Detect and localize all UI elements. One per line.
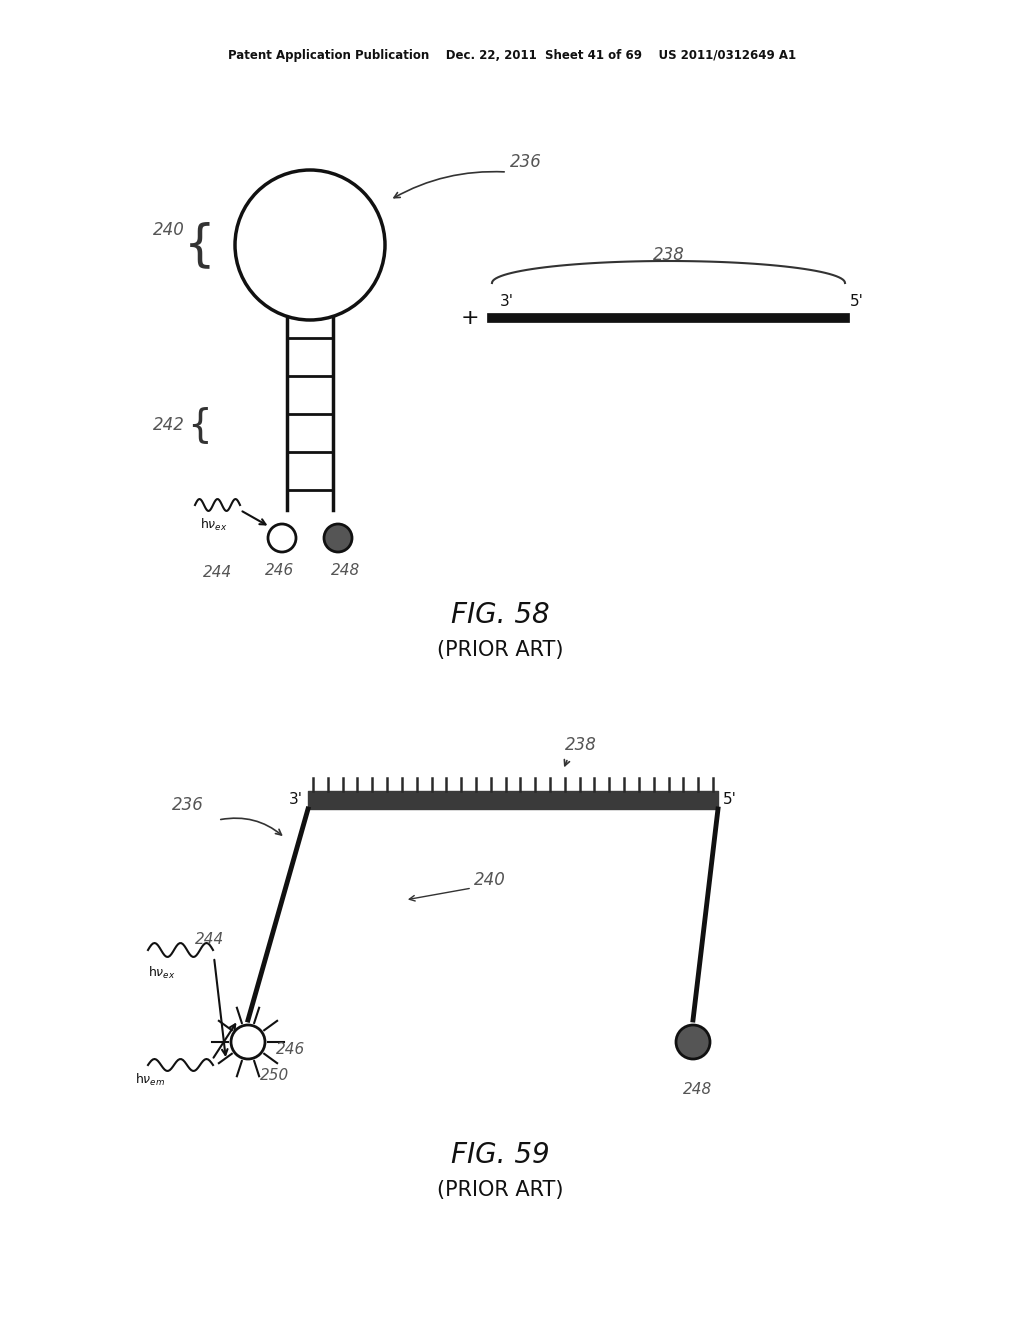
Text: {: { [187,407,212,444]
Text: 5': 5' [850,294,864,309]
Text: (PRIOR ART): (PRIOR ART) [437,640,563,660]
Text: FIG. 58: FIG. 58 [451,601,549,630]
Text: 244: 244 [204,565,232,579]
Text: 5': 5' [723,792,737,808]
Text: 3': 3' [500,294,514,309]
Text: 250: 250 [260,1068,289,1082]
Text: FIG. 59: FIG. 59 [451,1140,549,1170]
Text: 3': 3' [289,792,303,808]
Text: 246: 246 [265,564,295,578]
Text: +: + [461,308,479,327]
Text: h$\nu_{em}$: h$\nu_{em}$ [135,1072,165,1088]
Text: 242: 242 [154,416,185,434]
Text: Patent Application Publication    Dec. 22, 2011  Sheet 41 of 69    US 2011/03126: Patent Application Publication Dec. 22, … [228,49,796,62]
Text: 240: 240 [154,220,185,239]
Text: 238: 238 [652,246,684,264]
Circle shape [324,524,352,552]
Text: (PRIOR ART): (PRIOR ART) [437,1180,563,1200]
Text: h$\nu_{ex}$: h$\nu_{ex}$ [148,965,175,981]
Text: {: { [184,220,216,269]
Text: 248: 248 [683,1082,713,1097]
Text: 236: 236 [172,796,204,814]
Text: 240: 240 [474,871,506,888]
Text: 236: 236 [510,153,542,172]
Text: 238: 238 [565,737,597,754]
Text: 248: 248 [332,564,360,578]
Circle shape [268,524,296,552]
Text: 244: 244 [195,932,224,948]
Text: h$\nu_{ex}$: h$\nu_{ex}$ [200,517,227,533]
Circle shape [231,1026,265,1059]
Circle shape [676,1026,710,1059]
Text: 246: 246 [276,1043,305,1057]
